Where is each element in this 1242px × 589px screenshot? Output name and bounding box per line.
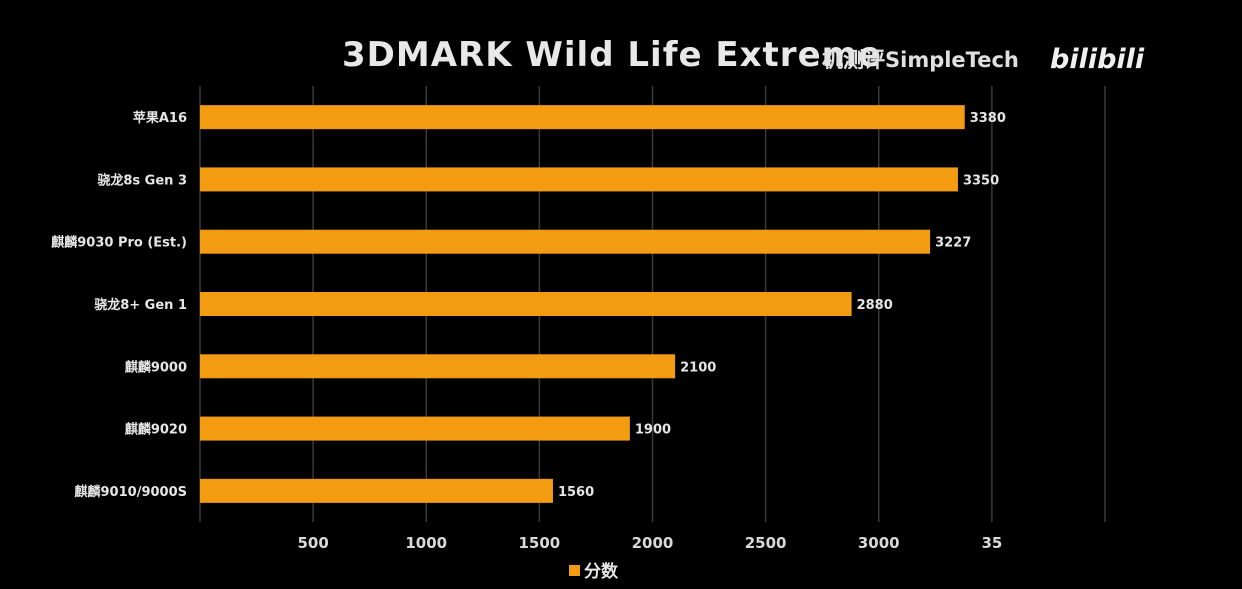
category-label: 麒麟9000 [125, 359, 187, 375]
bar [200, 229, 931, 254]
x-tick-label: 500 [297, 534, 328, 552]
value-label: 3227 [935, 236, 971, 251]
category-label: 苹果A16 [133, 110, 187, 126]
bar [200, 416, 630, 441]
legend-swatch [569, 565, 580, 576]
x-tick-label: 1000 [405, 534, 447, 552]
x-tick-label: 2000 [632, 534, 674, 552]
value-label: 1560 [558, 485, 594, 500]
watermark-text: 机测评SimpleTech [822, 48, 1019, 72]
bar [200, 105, 965, 130]
bar [200, 354, 676, 379]
category-label: 麒麟9030 Pro (Est.) [51, 235, 187, 251]
category-label: 骁龙8+ Gen 1 [94, 297, 187, 313]
x-tick-label: 2500 [745, 534, 787, 552]
category-labels: 苹果A16 骁龙8s Gen 3 麒麟9030 Pro (Est.) 骁龙8+ Gen… [51, 110, 187, 500]
value-labels: 3380 3350 3227 2880 2100 1900 1560 [558, 111, 1006, 500]
bar [200, 292, 852, 316]
category-label: 麒麟9010/9000S [75, 484, 187, 500]
category-label: 骁龙8s Gen 3 [97, 172, 187, 188]
x-tick-label: 35 [981, 534, 1002, 552]
value-label: 1900 [635, 423, 671, 438]
bilibili-logo: bilibili [1050, 44, 1145, 75]
legend-label: 分数 [584, 561, 619, 582]
chart-title: 3DMARK Wild Life Extreme [342, 35, 882, 75]
bar [200, 167, 958, 192]
value-label: 3350 [963, 173, 999, 188]
x-axis-ticks: 500 1000 1500 2000 2500 3000 35 [297, 534, 1002, 552]
bars [200, 105, 965, 503]
bar [200, 478, 553, 503]
category-label: 麒麟9020 [125, 422, 187, 438]
legend: 分数 [569, 561, 619, 582]
value-label: 2100 [680, 360, 716, 375]
x-tick-label: 3000 [858, 534, 900, 552]
value-label: 3380 [970, 111, 1006, 126]
x-tick-label: 1500 [519, 534, 561, 552]
value-label: 2880 [857, 298, 893, 313]
